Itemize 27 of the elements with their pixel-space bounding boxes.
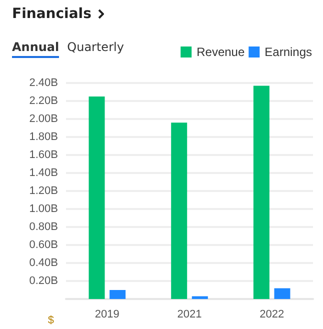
y-tick-label: 0.40B (29, 257, 58, 269)
legend-label: Earnings (264, 45, 312, 59)
y-axis-title: $ (48, 314, 54, 326)
y-tick-label: 1.60B (29, 149, 58, 161)
y-tick-label: 1.80B (29, 131, 58, 143)
y-tick-label: 1.00B (29, 203, 58, 215)
y-tick-label: 0.60B (29, 239, 58, 251)
bar (192, 296, 208, 299)
x-tick-label: 2021 (177, 308, 202, 320)
y-tick-label: 1.40B (29, 167, 58, 179)
bar (110, 290, 126, 299)
y-tick-label: 0.20B (29, 275, 58, 287)
y-tick-label: 2.00B (29, 113, 58, 125)
bar (274, 288, 290, 299)
bar (253, 86, 270, 299)
x-tick-label: 2019 (94, 308, 120, 320)
y-tick-label: 0.80B (29, 221, 58, 233)
text: Quarterly (67, 40, 124, 56)
bar (88, 96, 105, 299)
chart-title: Financials (12, 6, 92, 22)
text: Annual (12, 40, 60, 58)
y-tick-label: 2.40B (29, 77, 58, 89)
x-tick-label: 2022 (260, 308, 284, 320)
y-tick-label: 1.20B (29, 185, 58, 197)
bar (171, 122, 188, 299)
y-tick-label: 2.20B (29, 95, 58, 107)
legend-label: Revenue (196, 45, 245, 59)
